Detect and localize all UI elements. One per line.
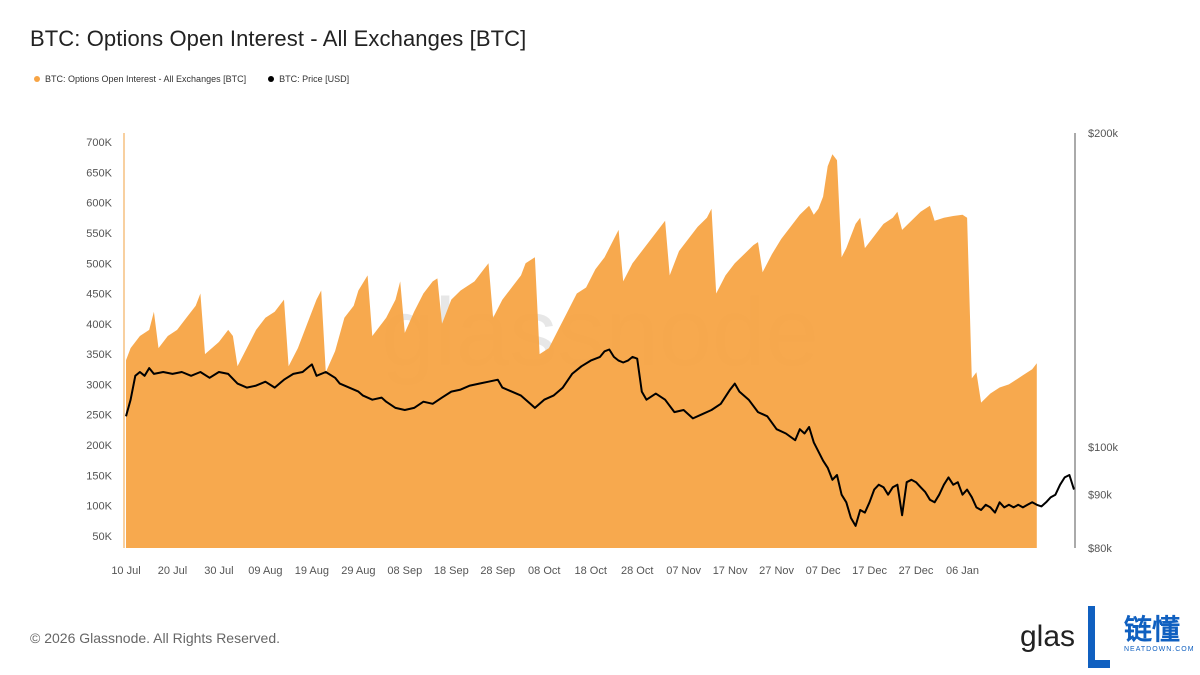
right-tick-label: $80k xyxy=(1088,543,1112,555)
x-tick-label: 10 Jul xyxy=(111,565,140,577)
x-tick-label: 29 Aug xyxy=(341,565,375,577)
left-tick-label: 100K xyxy=(86,501,112,513)
x-tick-label: 07 Nov xyxy=(666,565,701,577)
x-tick-label: 28 Oct xyxy=(621,565,653,577)
logo-l-icon xyxy=(1088,606,1110,668)
right-tick-label: $90k xyxy=(1088,490,1112,502)
chart-title: BTC: Options Open Interest - All Exchang… xyxy=(30,26,527,51)
x-tick-label: 30 Jul xyxy=(204,565,233,577)
legend-dot-open-interest xyxy=(34,76,40,82)
x-tick-label: 27 Nov xyxy=(759,565,794,577)
x-tick-label: 07 Dec xyxy=(806,565,841,577)
x-tick-label: 18 Oct xyxy=(575,565,607,577)
left-tick-label: 250K xyxy=(86,410,112,422)
legend: BTC: Options Open Interest - All Exchang… xyxy=(34,74,349,84)
left-tick-label: 150K xyxy=(86,470,112,482)
copyright-footer: © 2026 Glassnode. All Rights Reserved. xyxy=(30,630,281,646)
left-tick-label: 650K xyxy=(86,167,112,179)
legend-label-price: BTC: Price [USD] xyxy=(279,74,350,84)
x-tick-label: 27 Dec xyxy=(899,565,934,577)
logo-sub-text: NEATDOWN.COM xyxy=(1124,646,1195,653)
brand-logo: glas 链懂 NEATDOWN.COM xyxy=(1020,604,1195,670)
x-tick-label: 28 Sep xyxy=(480,565,515,577)
x-tick-label: 17 Dec xyxy=(852,565,887,577)
x-tick-label: 19 Aug xyxy=(295,565,329,577)
x-tick-label: 06 Jan xyxy=(946,565,979,577)
right-tick-label: $200k xyxy=(1088,128,1118,140)
legend-item-price[interactable]: BTC: Price [USD] xyxy=(268,74,349,84)
left-tick-label: 550K xyxy=(86,228,112,240)
left-tick-label: 50K xyxy=(92,531,112,543)
logo-cn-text: 链懂 xyxy=(1124,614,1181,645)
legend-item-open-interest[interactable]: BTC: Options Open Interest - All Exchang… xyxy=(34,74,246,84)
left-tick-label: 200K xyxy=(86,440,112,452)
legend-dot-price xyxy=(268,76,275,82)
left-tick-label: 500K xyxy=(86,258,112,270)
x-tick-label: 08 Oct xyxy=(528,565,560,577)
left-tick-label: 300K xyxy=(86,379,112,391)
left-tick-label: 350K xyxy=(86,349,112,361)
chart-svg[interactable]: glassnode 700K650K600K550K500K450K400K35… xyxy=(0,0,1200,600)
x-tick-label: 20 Jul xyxy=(158,565,187,577)
open-interest-area xyxy=(126,154,1037,548)
price-line xyxy=(125,348,1075,527)
legend-label-open-interest: BTC: Options Open Interest - All Exchang… xyxy=(45,74,247,84)
x-tick-label: 09 Aug xyxy=(248,565,282,577)
x-tick-label: 17 Nov xyxy=(713,565,748,577)
x-tick-label: 08 Sep xyxy=(387,565,422,577)
left-tick-label: 600K xyxy=(86,198,112,210)
right-tick-label: $100k xyxy=(1088,442,1118,454)
left-tick-label: 400K xyxy=(86,319,112,331)
x-tick-label: 18 Sep xyxy=(434,565,469,577)
logo-text: glas xyxy=(1020,620,1076,653)
left-tick-label: 450K xyxy=(86,289,112,301)
left-tick-label: 700K xyxy=(86,137,112,149)
